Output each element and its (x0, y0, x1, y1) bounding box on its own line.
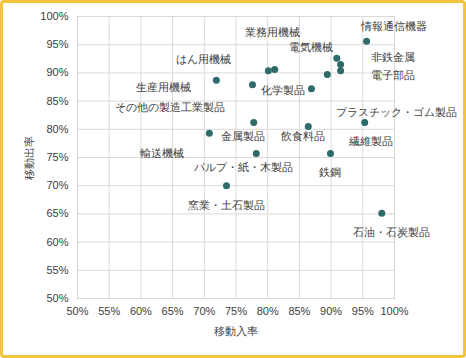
svg-text:50%: 50% (66, 305, 88, 317)
svg-text:窯業・土石製品: 窯業・土石製品 (188, 199, 265, 211)
svg-text:75%: 75% (46, 151, 68, 163)
svg-text:移動入率: 移動入率 (214, 325, 258, 337)
svg-text:55%: 55% (98, 305, 120, 317)
svg-text:50%: 50% (46, 292, 68, 304)
svg-text:石油・石炭製品: 石油・石炭製品 (353, 226, 430, 238)
svg-text:輸送機械: 輸送機械 (140, 147, 184, 159)
svg-text:100%: 100% (380, 305, 408, 317)
svg-text:電子部品: 電子部品 (371, 69, 415, 81)
svg-text:55%: 55% (46, 264, 68, 276)
svg-text:業務用機械: 業務用機械 (245, 26, 300, 38)
svg-text:化学製品: 化学製品 (261, 84, 305, 96)
svg-text:60%: 60% (46, 236, 68, 248)
svg-text:65%: 65% (162, 305, 184, 317)
svg-text:90%: 90% (320, 305, 342, 317)
svg-text:生産用機械: 生産用機械 (136, 81, 191, 93)
svg-text:90%: 90% (46, 66, 68, 78)
svg-text:95%: 95% (46, 38, 68, 50)
svg-text:95%: 95% (352, 305, 374, 317)
svg-text:70%: 70% (193, 305, 215, 317)
svg-text:移動出率: 移動出率 (23, 136, 35, 180)
svg-text:85%: 85% (46, 95, 68, 107)
svg-text:70%: 70% (46, 179, 68, 191)
svg-text:飲食料品: 飲食料品 (281, 130, 325, 142)
svg-text:プラスチック・ゴム製品: プラスチック・ゴム製品 (336, 106, 457, 118)
svg-text:65%: 65% (46, 207, 68, 219)
svg-text:繊維製品: 繊維製品 (348, 135, 393, 147)
svg-text:電気機械: 電気機械 (289, 41, 333, 53)
svg-text:情報通信機器: 情報通信機器 (360, 20, 427, 32)
svg-text:80%: 80% (257, 305, 279, 317)
svg-text:100%: 100% (40, 10, 68, 22)
svg-text:金属製品: 金属製品 (221, 130, 265, 142)
svg-text:パルプ・紙・木製品: パルプ・紙・木製品 (193, 161, 293, 173)
svg-text:その他の製造工業製品: その他の製造工業製品 (115, 101, 225, 113)
svg-text:鉄鋼: 鉄鋼 (319, 166, 341, 178)
svg-text:非鉄金属: 非鉄金属 (371, 51, 415, 63)
svg-text:75%: 75% (225, 305, 247, 317)
svg-text:85%: 85% (288, 305, 310, 317)
svg-text:はん用機械: はん用機械 (176, 53, 231, 65)
svg-text:60%: 60% (130, 305, 152, 317)
svg-text:80%: 80% (46, 123, 68, 135)
